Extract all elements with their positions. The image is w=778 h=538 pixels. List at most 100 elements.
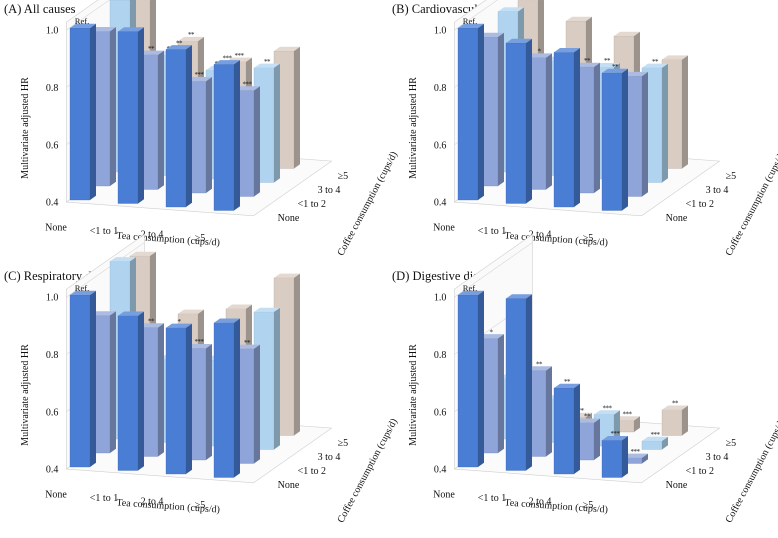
bar-front xyxy=(70,28,90,200)
bar-side xyxy=(110,27,116,186)
bar-tea-0-coffee-0: Ref. xyxy=(70,16,96,200)
y-tick-label: 0.4 xyxy=(46,465,59,476)
bar-side xyxy=(546,53,552,189)
significance-label: ** xyxy=(148,318,155,326)
tea-tick-label: None xyxy=(45,223,67,234)
coffee-tick-label: 3 to 4 xyxy=(318,185,341,196)
coffee-tick-label: None xyxy=(666,213,688,224)
significance-label: ** xyxy=(604,57,611,65)
bar-side xyxy=(110,311,116,453)
y-tick-label: 0.8 xyxy=(46,83,59,94)
significance-label: ** xyxy=(148,45,155,53)
panel-digestive-disease: (D) Digestive disease ******************… xyxy=(392,235,778,525)
bar-tea-2-coffee-0: ** xyxy=(554,378,580,474)
bar-tea-0-coffee-0: Ref. xyxy=(458,283,484,467)
y-tick-label: 0.4 xyxy=(434,465,447,476)
y-tick-label: 1.0 xyxy=(434,26,447,37)
y-axis-label: Multivariate adjusted HR xyxy=(408,77,419,179)
bar-side xyxy=(498,33,504,186)
tea-tick-label: None xyxy=(433,490,455,501)
bar-side xyxy=(274,308,280,450)
coffee-tick-label: ≥5 xyxy=(338,438,349,449)
bar-side xyxy=(206,77,212,193)
bar-side xyxy=(138,312,144,471)
coffee-tick-label: ≥5 xyxy=(726,171,737,182)
bar-side xyxy=(138,27,144,203)
y-tick-label: 1.0 xyxy=(46,293,59,304)
bar-side xyxy=(546,366,552,456)
bar-front xyxy=(214,64,234,210)
coffee-tick-label: None xyxy=(278,213,300,224)
bar-front xyxy=(554,52,574,207)
y-tick-label: 0.8 xyxy=(434,350,447,361)
bar-side xyxy=(234,319,240,478)
z-axis-label: Coffee consumption (cups/d) xyxy=(724,150,778,258)
bar-front xyxy=(506,43,526,204)
bar-front xyxy=(214,323,234,478)
coffee-tick-label: ≥5 xyxy=(726,438,737,449)
significance-label: *** xyxy=(611,430,621,438)
tea-tick-label: None xyxy=(433,223,455,234)
z-axis-label: Coffee consumption (cups/d) xyxy=(336,150,400,258)
bar-tea-1-coffee-0 xyxy=(506,39,532,204)
significance-label: ** xyxy=(584,413,591,421)
panel-respiratory-disease: (C) Respiratory disease *************Ref… xyxy=(4,235,400,525)
y-tick-label: 0.4 xyxy=(46,198,59,209)
bar-side xyxy=(234,60,240,210)
bar-front xyxy=(506,299,526,471)
significance-label: ** xyxy=(612,63,619,71)
coffee-tick-label: 3 to 4 xyxy=(706,452,729,463)
bar-front xyxy=(662,410,682,436)
significance-label: ** xyxy=(652,58,659,66)
bar-front xyxy=(602,440,622,477)
panel-all-causes: (A) All causes *********************Ref.… xyxy=(4,0,400,258)
bar-side xyxy=(294,47,300,169)
bar-side xyxy=(526,39,532,204)
bar-side xyxy=(642,72,648,197)
tea-tick-label: <1 to 1 xyxy=(478,493,506,504)
tea-tick-label: <1 to 1 xyxy=(90,493,118,504)
bar-side xyxy=(186,324,192,474)
bar-side xyxy=(526,294,532,470)
significance-label: *** xyxy=(243,80,253,88)
bar-front xyxy=(554,388,574,474)
significance-label: *** xyxy=(195,71,205,79)
coffee-tick-label: None xyxy=(278,480,300,491)
coffee-tick-label: <1 to 2 xyxy=(686,466,714,477)
significance-label: *** xyxy=(603,404,613,412)
bar-side xyxy=(574,48,580,207)
bar-tea-1-coffee-0 xyxy=(118,312,144,471)
panel-cardiovascular-disease: (B) Cardiovascular disease *******Ref.**… xyxy=(392,0,778,258)
bar-tea-3-coffee-0: *** xyxy=(214,54,240,210)
y-tick-label: 0.8 xyxy=(46,350,59,361)
bar-side xyxy=(498,334,504,453)
coffee-tick-label: ≥5 xyxy=(338,171,349,182)
coffee-tick-label: None xyxy=(666,480,688,491)
bar-side xyxy=(158,51,164,190)
reference-label: Ref. xyxy=(75,283,89,293)
y-tick-label: 1.0 xyxy=(434,293,447,304)
coffee-tick-label: 3 to 4 xyxy=(706,185,729,196)
panel-title: (A) All causes xyxy=(4,2,76,16)
significance-label: ** xyxy=(536,361,543,369)
bar-front xyxy=(118,316,138,471)
bar-side xyxy=(90,24,96,200)
bar-tea-3-coffee-0: ** xyxy=(602,63,628,211)
bar-side xyxy=(478,24,484,200)
significance-label: ** xyxy=(264,58,271,66)
bar-front xyxy=(602,73,622,211)
significance-label: *** xyxy=(623,411,633,419)
y-tick-label: 0.6 xyxy=(434,140,447,151)
bar-side xyxy=(254,345,260,464)
significance-label: *** xyxy=(223,54,233,62)
bar-side xyxy=(622,436,628,478)
bar-front xyxy=(458,295,478,467)
significance-label: *** xyxy=(651,431,661,439)
tea-tick-label: <1 to 1 xyxy=(478,226,506,237)
significance-label: ** xyxy=(584,57,591,65)
bar-side xyxy=(186,45,192,207)
y-tick-label: 0.6 xyxy=(46,140,59,151)
coffee-tick-label: <1 to 2 xyxy=(298,199,326,210)
tea-tick-label: None xyxy=(45,490,67,501)
